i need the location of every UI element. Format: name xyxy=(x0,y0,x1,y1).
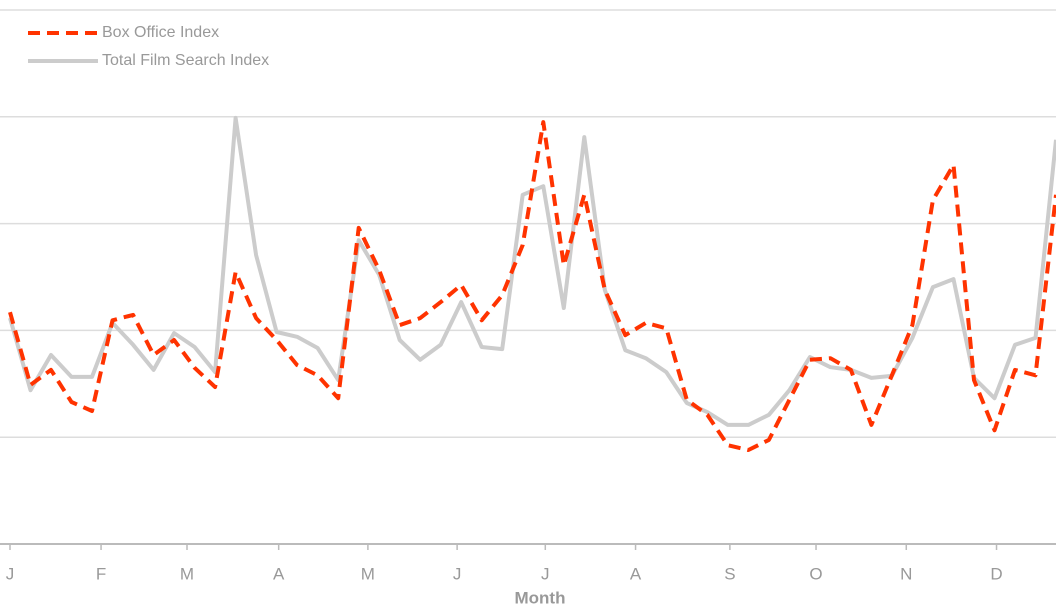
line-series xyxy=(8,115,1056,427)
line-series xyxy=(8,120,1056,452)
x-tick-label: J xyxy=(541,564,550,583)
x-tick-label: A xyxy=(273,564,285,583)
x-axis-label: Month xyxy=(515,588,566,607)
x-tick-label: A xyxy=(630,564,642,583)
x-tick-label: S xyxy=(724,564,735,583)
x-tick-label: J xyxy=(6,564,15,583)
x-tick-label: J xyxy=(453,564,462,583)
legend-label: Total Film Search Index xyxy=(102,52,269,69)
x-tick-label: M xyxy=(361,564,375,583)
x-tick-label: N xyxy=(900,564,912,583)
legend-label: Box Office Index xyxy=(102,24,219,41)
x-tick-label: F xyxy=(96,564,106,583)
x-tick-label: D xyxy=(990,564,1002,583)
x-tick-label: O xyxy=(809,564,822,583)
x-tick-label: M xyxy=(180,564,194,583)
